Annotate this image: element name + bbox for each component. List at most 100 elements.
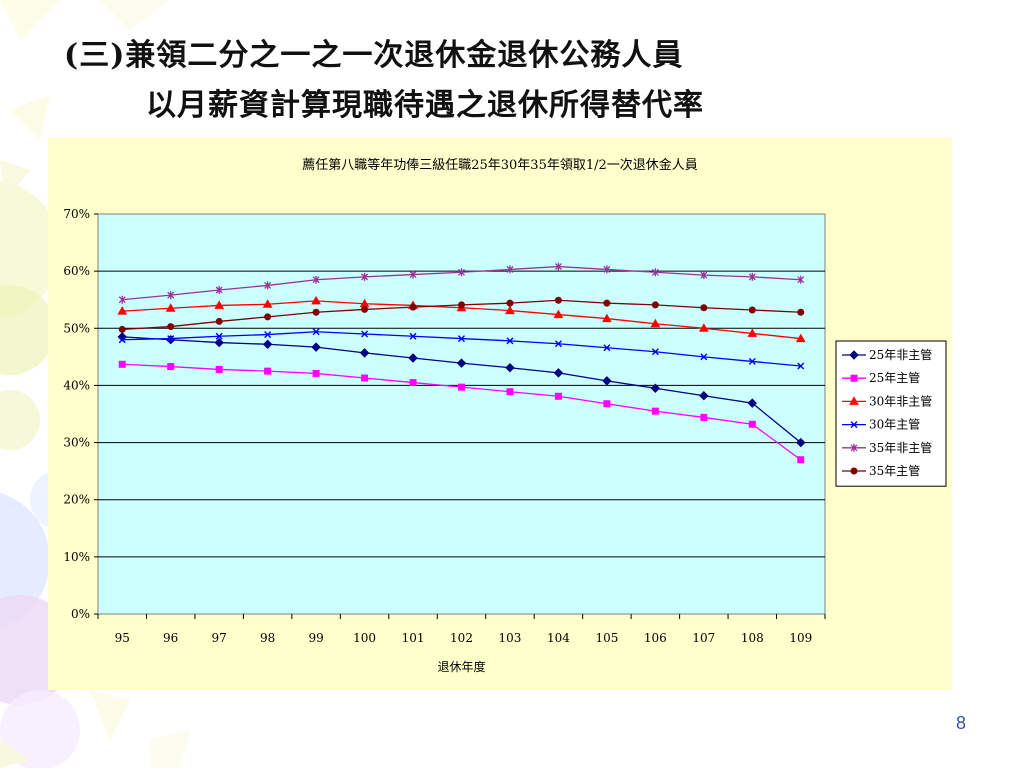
y-tick-label: 60%	[63, 264, 90, 278]
series-6-point	[361, 305, 369, 313]
series-5-point	[264, 281, 272, 290]
line-chart: 薦任第八職等年功俸三級任職25年30年35年領取1/2一次退休金人員 0% 10% 2…	[63, 157, 947, 674]
y-tick-label: 0%	[71, 607, 90, 621]
x-axis-label: 退休年度	[437, 659, 485, 674]
series-6-point	[118, 325, 126, 333]
x-tick-label: 104	[547, 631, 570, 645]
series-2-point	[700, 413, 708, 421]
legend-marker	[849, 350, 859, 360]
legend-marker	[850, 443, 858, 452]
y-tick-label: 50%	[63, 321, 90, 335]
x-tick-label: 101	[402, 631, 425, 645]
y-tick-label: 20%	[63, 493, 90, 507]
chart-area: 薦任第八職等年功俸三級任職25年30年35年領取1/2一次退休金人員 0% 10% 2…	[48, 138, 952, 690]
series-2-point	[651, 407, 659, 415]
series-3-point	[650, 318, 661, 328]
series-3-point	[553, 309, 564, 319]
legend-label: 30年主管	[869, 417, 920, 432]
series-2-point	[748, 420, 756, 428]
series-2-point	[797, 456, 805, 464]
series-5-point	[312, 275, 320, 284]
series-2-point	[118, 360, 126, 368]
series-1-point	[408, 353, 418, 363]
x-tick-label: 99	[308, 631, 323, 645]
series-6-point	[603, 299, 611, 307]
series-5-point	[215, 286, 223, 294]
legend-marker	[850, 421, 858, 429]
series-2-point	[409, 379, 417, 387]
legend-label: 30年非主管	[869, 393, 932, 408]
x-tick-label: 107	[692, 631, 715, 645]
x-tick-label: 102	[450, 631, 473, 645]
x-tick-label: 97	[212, 631, 227, 645]
series-1-point	[214, 337, 224, 348]
series-3-point	[262, 299, 273, 308]
y-tick-label: 30%	[63, 436, 90, 450]
series-5-point	[797, 275, 805, 284]
series-4-point	[118, 336, 126, 344]
series-3-point	[747, 328, 758, 337]
series-1-point	[747, 398, 758, 408]
series-6-point	[506, 299, 514, 307]
series-2-point	[554, 392, 562, 400]
chart-title: 薦任第八職等年功俸三級任職25年30年35年領取1/2一次退休金人員	[302, 157, 698, 173]
series-5-point	[748, 272, 756, 281]
series-6-point	[700, 304, 708, 312]
legend-label: 35年非主管	[869, 440, 932, 455]
series-6-point	[797, 308, 805, 316]
series-4-point	[167, 335, 175, 343]
series-6-point	[458, 301, 465, 309]
slide-title-line2: 以月薪資計算現職待遇之退休所得替代率	[146, 88, 704, 123]
page-number: 8	[955, 713, 966, 733]
y-tick-label: 70%	[63, 207, 90, 221]
x-tick-label: 100	[353, 631, 376, 645]
series-3-point	[505, 305, 515, 315]
series-2-point	[264, 367, 272, 375]
series-5-point	[506, 265, 514, 274]
series-1-point	[796, 437, 806, 448]
series-5-point	[458, 268, 465, 277]
series-6-point	[312, 308, 320, 316]
x-tick-label: 103	[499, 631, 522, 645]
series-5-point	[361, 272, 369, 281]
series-2-point	[215, 365, 223, 373]
series-6-point	[167, 323, 175, 331]
series-4-point	[215, 332, 223, 340]
series-1-point	[553, 368, 564, 378]
series-6-point	[748, 306, 756, 314]
x-tick-label: 98	[260, 631, 275, 645]
series-4-point	[361, 330, 369, 338]
x-tick-label: 106	[644, 631, 667, 645]
series-5-point	[554, 262, 562, 271]
series-4-point	[264, 331, 272, 339]
series-1-point	[505, 363, 515, 373]
series-1-point	[359, 348, 370, 358]
series-5-point	[409, 270, 417, 279]
y-tick-label: 10%	[63, 550, 90, 564]
series-1-point	[117, 332, 127, 342]
series-6-point	[409, 303, 417, 311]
legend-label: 25年主管	[869, 370, 920, 385]
series-6-point	[215, 317, 223, 325]
series-3-point	[602, 313, 612, 323]
series-4-point	[700, 353, 708, 361]
series-2-point	[458, 383, 465, 391]
series-6-point	[554, 296, 562, 304]
series-5-point	[167, 291, 175, 300]
series-2-point	[603, 400, 611, 408]
series-5-point	[603, 265, 611, 274]
series-5-point	[651, 268, 659, 277]
legend-marker	[849, 396, 859, 405]
series-4-point	[797, 362, 805, 370]
series-4-point	[312, 328, 320, 336]
legend-label: 25年非主管	[869, 347, 932, 362]
series-5-point	[700, 271, 708, 280]
series-4-point	[458, 335, 465, 343]
series-2-point	[167, 363, 175, 371]
series-4-point	[603, 344, 611, 352]
series-3-point	[165, 303, 176, 312]
series-1-point	[456, 358, 467, 368]
y-tick-label: 40%	[63, 378, 90, 392]
x-tick-label: 109	[789, 631, 812, 645]
